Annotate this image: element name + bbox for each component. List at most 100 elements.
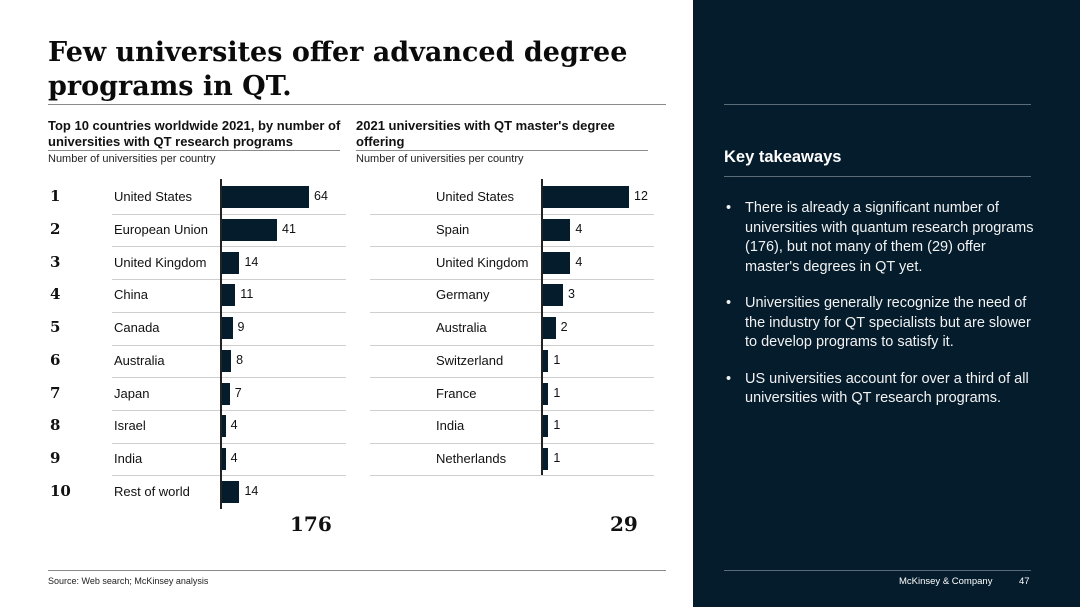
title-underline (48, 104, 666, 105)
row-divider (112, 213, 346, 215)
bar (541, 186, 629, 209)
value-label: 14 (244, 254, 259, 269)
chart-2-title-rule (356, 150, 648, 151)
bar (541, 415, 549, 438)
chart-1-subtitle: Number of universities per country (48, 153, 216, 165)
bar-axis (220, 179, 222, 509)
chart-1-title-rule (48, 150, 340, 151)
category-label: United Kingdom (436, 254, 529, 270)
category-label: Switzerland (436, 352, 504, 368)
bar (541, 317, 556, 340)
takeaway-item: US universities account for over a third… (724, 370, 1034, 409)
bar (541, 447, 549, 470)
category-label: Japan (114, 385, 150, 401)
category-label: Spain (436, 222, 470, 238)
rank-label: 1 (50, 187, 61, 206)
bar (541, 219, 571, 242)
chart-2-title: 2021 universities with QT master's degre… (356, 118, 615, 149)
bar (220, 317, 233, 340)
category-label: United Kingdom (114, 254, 207, 270)
row-divider (370, 409, 654, 411)
takeaway-item: There is already a significant number of… (724, 199, 1034, 277)
category-label: Canada (114, 320, 160, 336)
takeaways-heading-rule (724, 176, 1031, 177)
category-label: France (436, 385, 477, 401)
row-divider (370, 344, 654, 346)
row-divider (370, 442, 654, 444)
category-label: Australia (436, 320, 487, 336)
takeaways-panel: Key takeaways There is already a signifi… (693, 0, 1080, 607)
row-divider (370, 377, 654, 379)
bar (541, 382, 549, 405)
value-label: 7 (234, 385, 242, 400)
category-label: Australia (114, 352, 165, 368)
value-label: 8 (236, 352, 244, 367)
rank-label: 4 (50, 285, 61, 304)
category-label: China (114, 287, 148, 303)
row-divider (370, 213, 654, 215)
bar (220, 415, 226, 438)
row-divider (112, 442, 346, 444)
bar-axis (541, 179, 543, 475)
row-divider (112, 279, 346, 281)
value-label: 4 (230, 418, 238, 433)
rank-label: 6 (50, 350, 61, 369)
value-label: 1 (553, 450, 561, 465)
page-number: 47 (1019, 576, 1030, 587)
slide-title: Few universites offer advanced degree pr… (48, 37, 628, 102)
value-label: 3 (568, 287, 575, 302)
row-divider (370, 246, 654, 248)
category-label: United States (436, 189, 515, 205)
chart-2-total: 29 (610, 512, 638, 536)
rank-label: 3 (50, 252, 61, 271)
value-label: 12 (634, 189, 648, 204)
category-label: Germany (436, 287, 490, 303)
bar (220, 447, 226, 470)
row-divider (370, 279, 654, 281)
takeaways-heading: Key takeaways (724, 148, 842, 166)
chart-1-title: Top 10 countries worldwide 2021, by numb… (48, 118, 341, 149)
bar (541, 284, 563, 307)
bar (541, 349, 549, 372)
category-label: India (114, 450, 143, 466)
bar (220, 480, 240, 503)
row-divider (112, 377, 346, 379)
rank-label: 9 (50, 448, 61, 467)
bar (220, 382, 230, 405)
value-label: 4 (575, 254, 583, 269)
category-label: Rest of world (114, 483, 190, 499)
rank-label: 2 (50, 220, 61, 239)
value-label: 4 (230, 450, 238, 465)
value-label: 14 (244, 483, 259, 498)
bar (220, 251, 240, 274)
chart-2-subtitle: Number of universities per country (356, 153, 524, 165)
value-label: 4 (575, 222, 583, 237)
category-label: India (436, 418, 465, 434)
bar (220, 186, 309, 209)
category-label: Netherlands (436, 450, 507, 466)
row-divider (112, 311, 346, 313)
chart-1-total: 176 (290, 512, 332, 536)
value-label: 11 (240, 287, 254, 302)
bar (220, 219, 278, 242)
bar (220, 349, 232, 372)
takeaways-list: There is already a significant number of… (724, 199, 1034, 426)
takeaway-item: Universities generally recognize the nee… (724, 294, 1034, 353)
value-label: 9 (237, 320, 245, 335)
row-divider (112, 246, 346, 248)
footer-brand: McKinsey & Company (899, 576, 993, 587)
value-label: 1 (553, 352, 561, 367)
category-label: Israel (114, 418, 146, 434)
value-label: 2 (560, 320, 568, 335)
rank-label: 8 (50, 416, 61, 435)
panel-footer-rule (724, 570, 1031, 571)
bar (220, 284, 236, 307)
row-divider (370, 475, 654, 477)
row-divider (370, 311, 654, 313)
rank-label: 5 (50, 318, 61, 337)
row-divider (112, 344, 346, 346)
row-divider (112, 475, 346, 477)
value-label: 64 (314, 189, 328, 204)
panel-top-rule (724, 104, 1031, 105)
footer-rule (48, 570, 666, 571)
